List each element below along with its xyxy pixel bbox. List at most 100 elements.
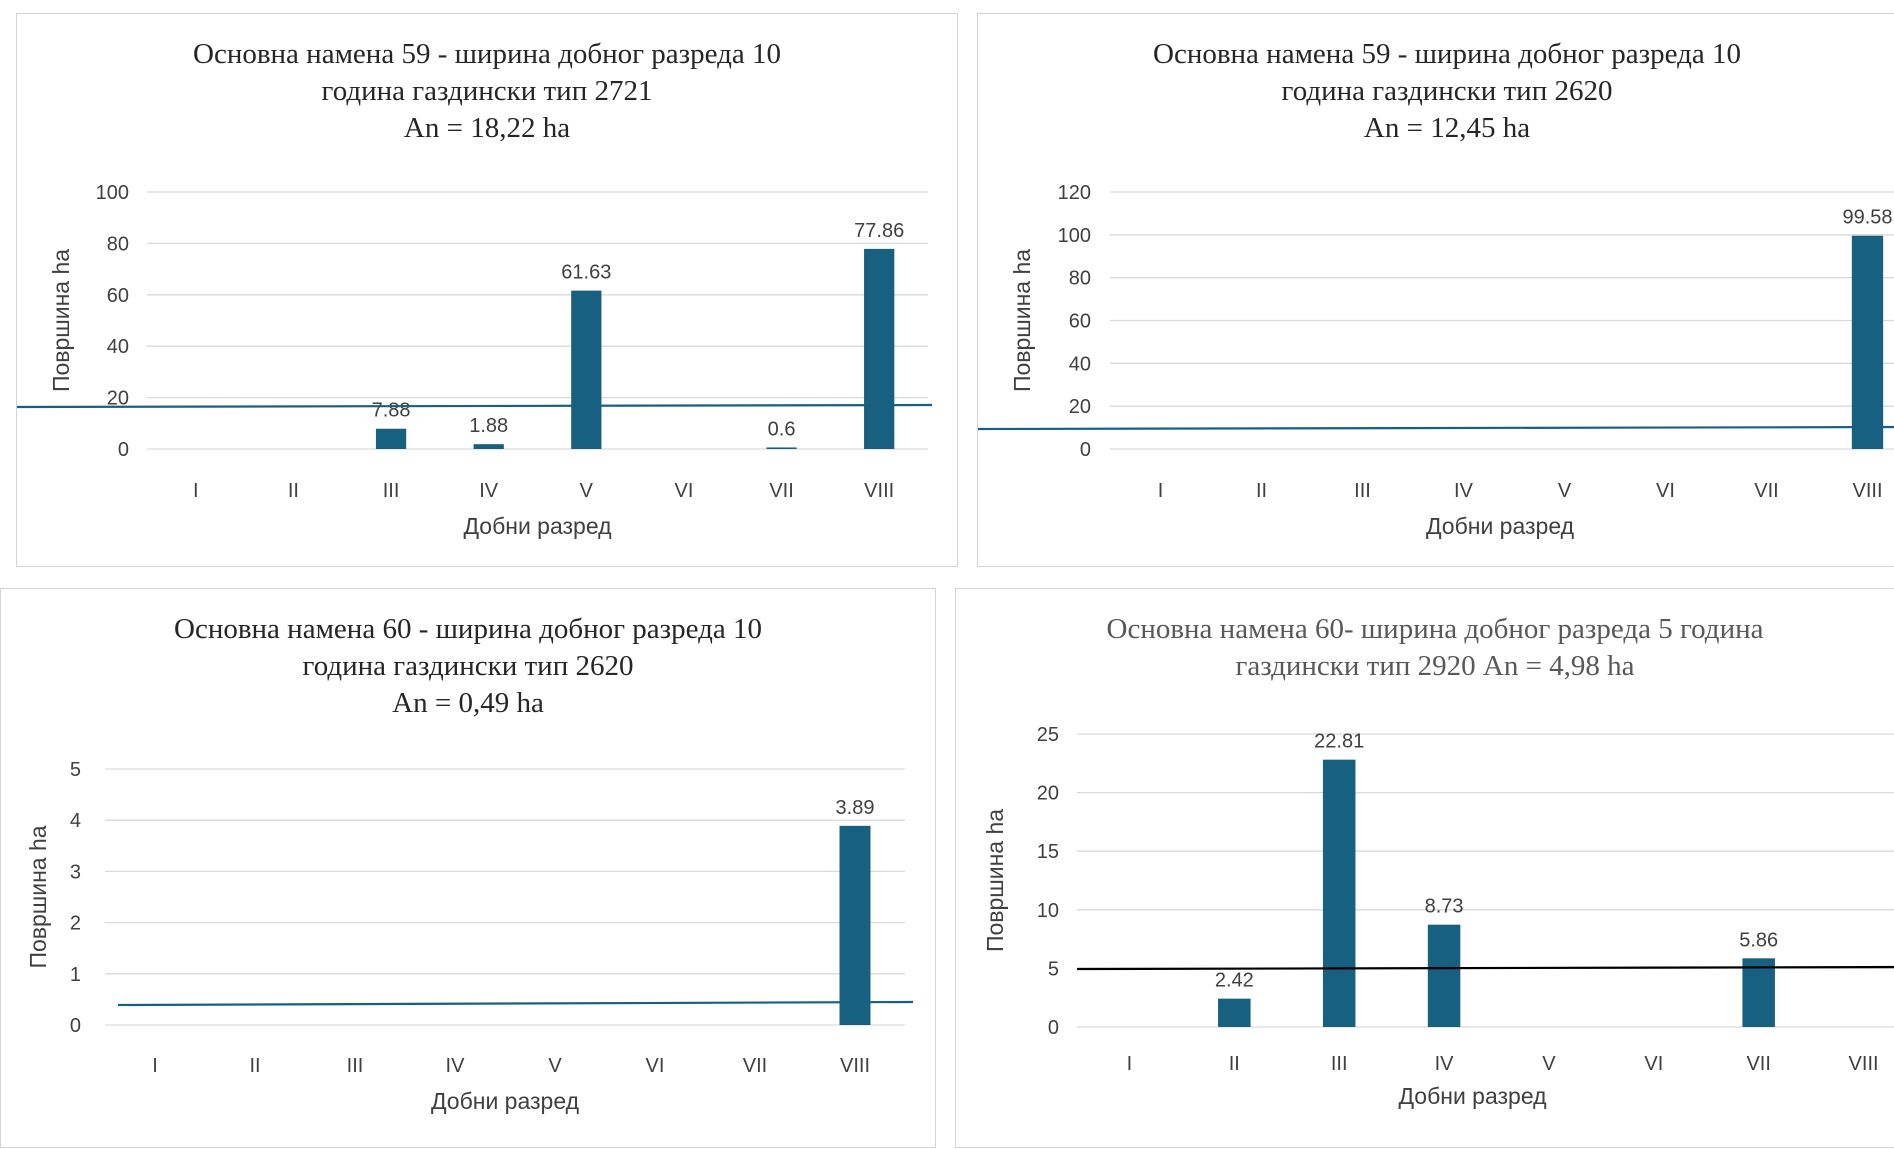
bar: [571, 290, 602, 449]
chart-svg: 0 5 10 15 20 25 I 2.42 II 22.81 III 8.73 IV V VI 5.86 VI…: [982, 724, 1894, 1109]
y-tick-label: 80: [1069, 268, 1091, 290]
bar: [864, 248, 895, 449]
y-tick-label: 0: [70, 1015, 81, 1037]
x-tick-label: VI: [1656, 480, 1675, 502]
y-tick-label: 25: [1037, 724, 1059, 746]
chart-panel-1: Основна намена 59 - ширина добног разред…: [16, 13, 958, 567]
x-tick-label: II: [1256, 480, 1267, 502]
bar: [375, 428, 407, 449]
y-tick-label: 15: [1037, 841, 1059, 863]
chart-title: Основна намена 60- ширина добног разреда…: [956, 611, 1894, 685]
data-label: 0.6: [768, 418, 796, 440]
y-tick-label: 20: [1037, 783, 1059, 805]
y-tick-label: 80: [107, 233, 129, 255]
y-tick-label: 0: [1048, 1017, 1059, 1039]
y-tick-label: 20: [107, 388, 129, 410]
reference-line: [977, 425, 1894, 431]
x-tick-label: III: [1331, 1053, 1348, 1075]
data-label: 8.73: [1425, 896, 1464, 918]
y-tick-label: 60: [1069, 311, 1091, 333]
y-tick-label: 5: [70, 759, 81, 781]
x-tick-label: V: [548, 1055, 562, 1077]
bar: [1427, 924, 1461, 1027]
x-tick-label: VI: [674, 480, 693, 502]
bar: [1742, 958, 1775, 1027]
y-tick-label: 20: [1069, 396, 1091, 418]
x-tick-label: II: [249, 1055, 260, 1077]
chart-title-line: година газдински тип 2620: [302, 650, 634, 682]
chart-title-line: година газдински тип 2721: [321, 75, 653, 107]
x-tick-label: IV: [1454, 480, 1474, 502]
chart-title-line: година газдински тип 2620: [1281, 75, 1613, 107]
y-tick-label: 100: [96, 182, 129, 204]
bar: [766, 447, 797, 449]
y-axis-title: Површина ha: [48, 249, 74, 392]
x-axis-title: Добни разред: [431, 1088, 580, 1114]
chart-title: Основна намена 59 - ширина добног разред…: [17, 36, 957, 147]
chart-panel-2: Основна намена 59 - ширина добног разред…: [977, 13, 1894, 567]
x-tick-label: VI: [1644, 1053, 1663, 1075]
data-label: 5.86: [1739, 929, 1778, 951]
x-tick-label: VII: [769, 480, 793, 502]
chart-panel-3: Основна намена 60 - ширина добног разред…: [0, 588, 936, 1148]
y-tick-label: 10: [1037, 900, 1059, 922]
data-label: 2.42: [1215, 970, 1254, 992]
y-axis-title: Површина ha: [25, 825, 51, 968]
bar: [1851, 235, 1884, 449]
x-tick-label: V: [1542, 1053, 1556, 1075]
x-tick-label: V: [1558, 480, 1572, 502]
x-tick-label: I: [193, 480, 199, 502]
y-tick-label: 0: [1080, 439, 1091, 461]
chart-title-line: Основна намена 60- ширина добног разреда…: [1106, 613, 1764, 645]
data-label: 1.88: [469, 415, 508, 437]
bar: [1218, 998, 1251, 1027]
page-fragment-text: [0, 0, 600, 8]
chart-panel-4: Основна намена 60- ширина добног разреда…: [955, 588, 1894, 1148]
x-axis-title: Добни разред: [1426, 513, 1575, 539]
y-tick-label: 4: [70, 810, 81, 832]
y-tick-label: 0: [118, 439, 129, 461]
data-label: 99.58: [1842, 207, 1892, 229]
y-tick-label: 120: [1058, 182, 1091, 204]
x-tick-label: I: [1127, 1053, 1133, 1075]
chart-title: Основна намена 59 - ширина добног разред…: [978, 36, 1894, 147]
data-label: 3.89: [836, 797, 875, 819]
x-tick-label: VIII: [840, 1055, 870, 1077]
y-tick-label: 60: [107, 285, 129, 307]
y-tick-label: 3: [70, 861, 81, 883]
x-tick-label: VII: [1746, 1053, 1770, 1075]
chart-title-line: Основна намена 59 - ширина добног разред…: [193, 38, 781, 70]
y-tick-label: 40: [107, 336, 129, 358]
x-tick-label: IV: [446, 1055, 466, 1077]
reference-line: [16, 403, 933, 409]
y-tick-label: 40: [1069, 353, 1091, 375]
data-label: 77.86: [854, 220, 904, 242]
chart-title-line: Основна намена 60 - ширина добног разред…: [174, 613, 762, 645]
x-tick-label: VIII: [864, 480, 894, 502]
x-tick-label: I: [1158, 480, 1164, 502]
chart-title: Основна намена 60 - ширина добног разред…: [1, 611, 935, 722]
x-tick-label: I: [152, 1055, 158, 1077]
x-tick-label: III: [383, 480, 400, 502]
x-tick-label: VIII: [1852, 480, 1882, 502]
reference-line: [117, 1000, 914, 1007]
y-axis-title: Површина ha: [982, 809, 1008, 952]
x-tick-label: III: [347, 1055, 364, 1077]
x-tick-label: VI: [646, 1055, 665, 1077]
x-tick-label: II: [288, 480, 299, 502]
x-tick-label: V: [580, 480, 594, 502]
chart-title-line: Основна намена 59 - ширина добног разред…: [1153, 38, 1741, 70]
y-axis-title: Површина ha: [1009, 249, 1035, 392]
data-label: 7.88: [372, 400, 411, 422]
bar: [839, 825, 871, 1025]
x-tick-label: VII: [743, 1055, 767, 1077]
y-tick-label: 1: [70, 964, 81, 986]
data-label: 22.81: [1314, 731, 1364, 753]
x-tick-label: IV: [479, 480, 499, 502]
x-tick-label: VII: [1754, 480, 1778, 502]
x-axis-title: Добни разред: [463, 513, 612, 539]
y-tick-label: 100: [1058, 225, 1091, 247]
chart-title-line: An = 0,49 ha: [392, 687, 544, 719]
